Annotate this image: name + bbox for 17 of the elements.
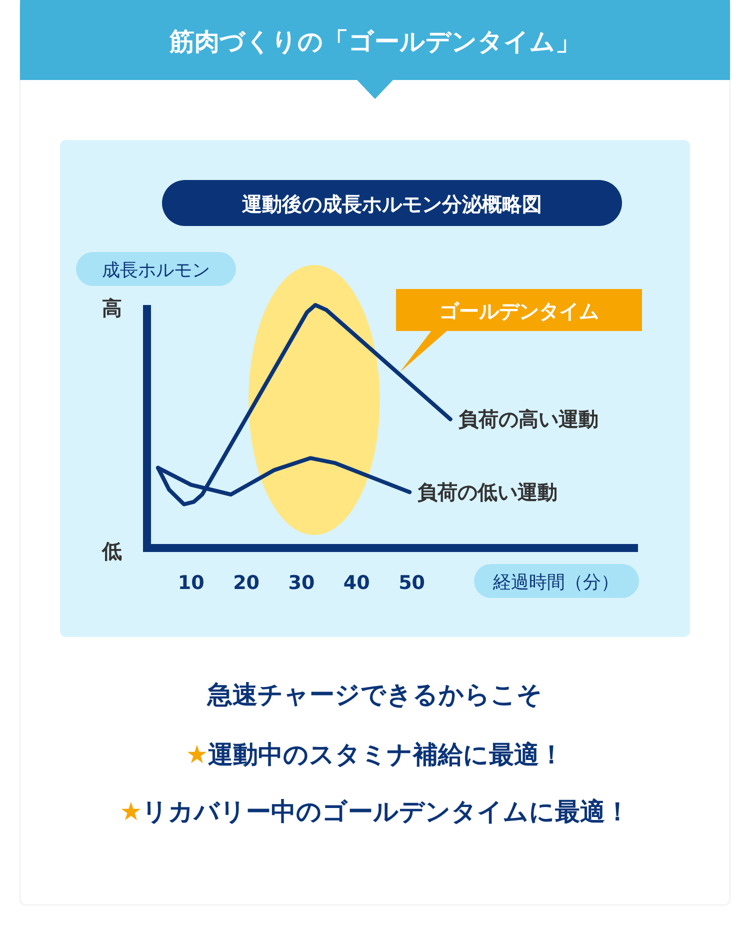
x-tick-label: 30 <box>288 572 315 594</box>
text: ★リカバリー中のゴールデンタイムに最適！ <box>120 797 630 826</box>
x-axis-title: 経過時間（分） <box>492 572 619 593</box>
text: 高 <box>102 296 122 320</box>
chart-subtitle: 運動後の成長ホルモン分泌概略図 <box>241 192 542 216</box>
series-label: 負荷の高い運動 <box>458 407 598 432</box>
series-label: 負荷の低い運動 <box>418 480 558 504</box>
text: 急速チャージできるからこそ <box>206 680 542 709</box>
chart-title: 筋肉づくりの「ゴールデンタイム」 <box>168 27 580 56</box>
y-axis-title: 成長ホルモン <box>102 260 210 281</box>
x-tick-label: 50 <box>398 572 426 594</box>
x-tick-label: 40 <box>343 572 370 594</box>
x-tick-label: 10 <box>178 572 204 594</box>
text: ★運動中のスタミナ補給に最適！ <box>186 740 564 769</box>
text: 低 <box>101 539 122 563</box>
x-tick-label: 20 <box>233 572 260 594</box>
band-label: ゴールデンタイム <box>439 299 599 323</box>
